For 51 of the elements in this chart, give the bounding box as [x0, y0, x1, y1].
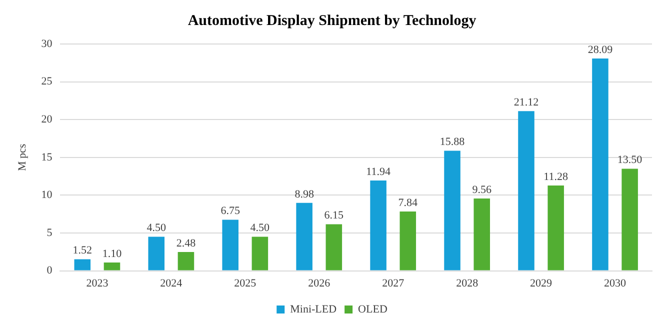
x-tick-label: 2026	[308, 277, 331, 290]
bar	[296, 202, 312, 270]
x-tick-label: 2028	[456, 277, 479, 290]
x-tick-label: 2025	[234, 277, 257, 290]
bar	[400, 212, 416, 270]
data-label: 13.50	[617, 154, 643, 166]
y-tick-label: 0	[46, 264, 53, 277]
x-tick-label: 2023	[86, 277, 109, 290]
x-tick-label: 2024	[160, 277, 183, 290]
data-label: 6.75	[220, 205, 240, 218]
data-label: 7.84	[398, 196, 418, 209]
chart-title: Automotive Display Shipment by Technology	[188, 12, 477, 29]
data-label: 15.88	[440, 136, 466, 148]
legend-label: Mini-LED	[290, 303, 337, 316]
bar	[444, 150, 460, 270]
data-label: 28.09	[588, 44, 614, 56]
bar	[222, 220, 238, 270]
data-label: 6.15	[324, 210, 344, 222]
bar	[252, 236, 268, 270]
x-tick-label: 2027	[382, 277, 405, 290]
bar	[622, 168, 638, 270]
bar	[518, 111, 534, 270]
y-tick-label: 10	[41, 189, 53, 202]
bar	[178, 252, 194, 270]
bar	[474, 198, 490, 270]
x-tick-label: 2029	[530, 277, 553, 290]
bar	[548, 186, 564, 270]
bar	[370, 180, 386, 270]
data-label: 4.50	[146, 222, 166, 234]
y-tick-label: 20	[41, 113, 53, 126]
bar	[74, 259, 91, 270]
data-label: 2.48	[176, 237, 196, 250]
data-label: 21.12	[514, 96, 539, 109]
data-label: 11.94	[366, 166, 391, 178]
data-label: 1.52	[72, 244, 92, 257]
data-label: 9.56	[472, 184, 492, 196]
y-tick-label: 25	[41, 76, 53, 88]
data-label: 1.10	[102, 248, 122, 260]
x-tick-label: 2030	[604, 277, 627, 290]
data-label: 11.28	[544, 170, 568, 183]
y-tick-label: 30	[41, 38, 53, 50]
bar	[148, 236, 165, 270]
bar	[326, 224, 342, 270]
data-label: 4.50	[250, 222, 270, 234]
bar	[592, 58, 608, 270]
data-label: 8.98	[294, 188, 314, 200]
y-tick-label: 15	[41, 151, 53, 164]
bar	[104, 262, 120, 270]
y-axis-title: M pcs	[16, 144, 28, 171]
legend-label: OLED	[358, 303, 388, 316]
y-tick-label: 5	[46, 226, 53, 239]
